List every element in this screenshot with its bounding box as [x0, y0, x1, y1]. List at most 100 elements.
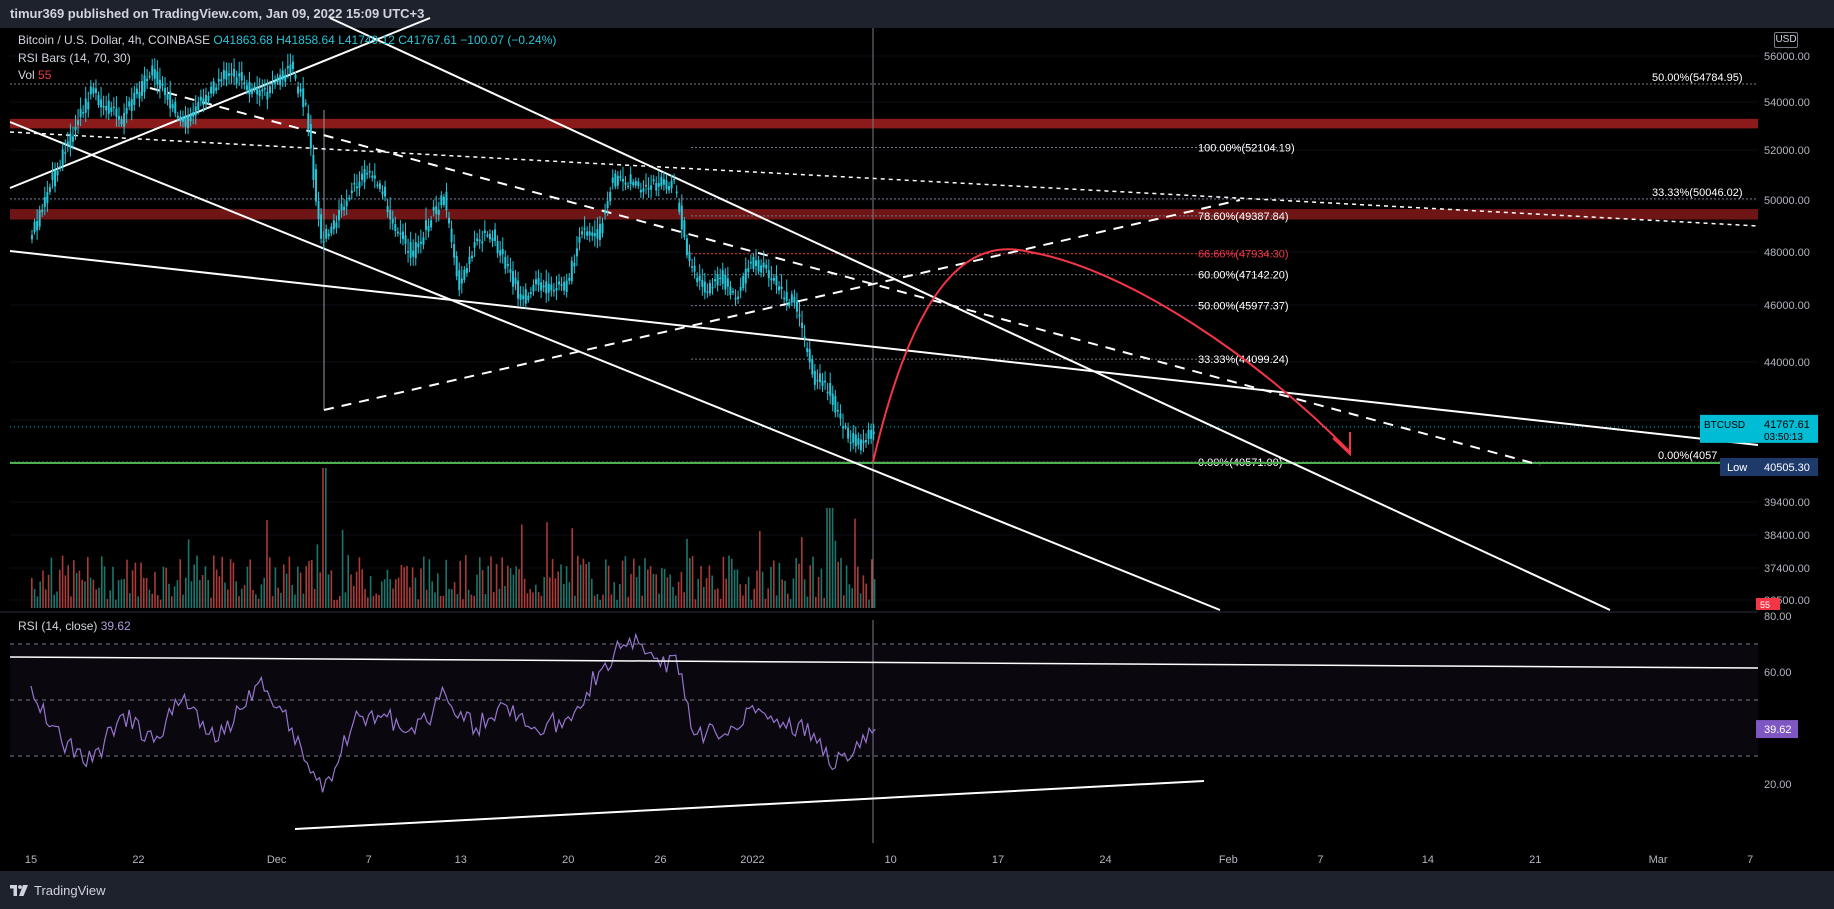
candle-body [688, 251, 691, 262]
volume-bar [434, 592, 436, 608]
candle-body [778, 286, 781, 291]
volume-bar [859, 593, 862, 608]
candle-body [645, 184, 647, 187]
volume-bar [89, 577, 92, 608]
candle-body [570, 260, 573, 282]
volume-bar [59, 569, 61, 608]
candle-body [43, 197, 46, 208]
volume-bar [549, 577, 551, 608]
candle-body [767, 270, 770, 279]
candle-body [348, 197, 351, 200]
rsi-value: 39.62 [100, 619, 131, 633]
candle-body [519, 294, 522, 300]
volume-bar [50, 557, 53, 608]
candle-body [266, 91, 269, 100]
volume-bar [283, 564, 285, 608]
rsi-tag-value: 39.62 [1764, 724, 1792, 736]
volume-bar [557, 571, 559, 608]
candle-body [729, 286, 732, 295]
candle-body [176, 115, 179, 118]
candle-body [621, 178, 624, 182]
legend-vol[interactable]: Vol 55 [18, 67, 51, 83]
fib-label-5: 33.33%(44099.24) [1198, 354, 1289, 366]
rsi-tick-0: 80.00 [1764, 611, 1792, 623]
volume-bar [593, 595, 596, 608]
volume-bar [697, 578, 699, 608]
x-tick-2: Dec [267, 854, 287, 866]
candle-body [240, 72, 243, 81]
legend-rsi[interactable]: RSI (14, close) 39.62 [18, 618, 131, 634]
candle-body [307, 113, 310, 130]
last-price-countdown: 03:50:13 [1764, 432, 1803, 443]
x-tick-10: 24 [1099, 854, 1111, 866]
candle-body [363, 168, 366, 183]
volume-bar [134, 562, 137, 608]
volume-bar [467, 589, 470, 608]
fib-label-2: 66.66%(47934.30) [1198, 249, 1289, 261]
volume-bar [319, 572, 321, 608]
candle-body [657, 183, 660, 187]
candle-body [798, 314, 801, 317]
volume-bar [372, 595, 375, 608]
trendline-long-support [9, 250, 1759, 446]
candle-body [243, 82, 246, 84]
candle-body [737, 296, 740, 299]
candle-body [158, 79, 161, 89]
volume-bar [845, 565, 848, 608]
volume-bar [865, 583, 867, 608]
fib-label-0: 100.00%(52104.19) [1198, 142, 1295, 154]
candle-body [294, 74, 297, 79]
vol-tag [1756, 598, 1780, 610]
trendlines [9, 17, 1759, 611]
volume-bar [784, 580, 786, 608]
volume-bar [428, 559, 431, 608]
volume-bar [227, 589, 229, 608]
rsi-tag [1756, 720, 1798, 739]
volume-bar [325, 468, 327, 608]
candle-body [701, 280, 704, 287]
candle-body [179, 116, 182, 122]
candle-body [238, 73, 241, 77]
candle-body [123, 112, 126, 127]
volume-bar [498, 588, 501, 608]
volume-bar [803, 579, 806, 608]
candle-body [499, 250, 502, 256]
candle-body [517, 280, 520, 299]
symbol-name[interactable]: Bitcoin / U.S. Dollar, 4h, COINBASE [18, 33, 211, 47]
volume-bar [579, 564, 582, 608]
candle-body [818, 373, 821, 383]
candle-body [89, 86, 92, 95]
resistance-zone-lower [10, 209, 1758, 220]
volume-bar [364, 588, 366, 608]
legend-rsi-bars[interactable]: RSI Bars (14, 70, 30) [18, 50, 131, 66]
volume-bar [255, 594, 257, 608]
volume-bar [663, 568, 666, 608]
currency-button[interactable]: USD [1774, 32, 1798, 48]
candle-body [84, 98, 87, 113]
volume-bar [277, 587, 279, 608]
volume-bar [115, 599, 117, 608]
candle-body [36, 220, 39, 231]
low-tag-label: Low [1727, 462, 1747, 474]
candle-body [662, 179, 665, 185]
candle-body [424, 220, 427, 230]
chart-canvas[interactable]: 100.00%(52104.19) 78.60%(49387.84) 66.66%(… [0, 0, 1834, 871]
candle-body [210, 86, 213, 94]
candle-body [711, 286, 714, 289]
candle-body [670, 180, 673, 189]
volume-bar [101, 556, 103, 608]
volume-bar [484, 594, 487, 608]
candle-body [71, 136, 74, 142]
candle-body [112, 106, 115, 109]
candle-body [821, 380, 824, 386]
volume-bar [801, 537, 803, 608]
candle-body [409, 242, 412, 258]
fib-far-label-0: 50.00%(54784.95) [1652, 72, 1743, 84]
candle-body [831, 393, 834, 405]
volume-bar [297, 566, 299, 608]
candle-body [650, 185, 653, 190]
tradingview-logo[interactable]: TradingView [10, 883, 106, 898]
candle-body [683, 220, 686, 238]
y-tick-10: 37400.00 [1764, 563, 1810, 575]
candle-body [220, 79, 223, 82]
